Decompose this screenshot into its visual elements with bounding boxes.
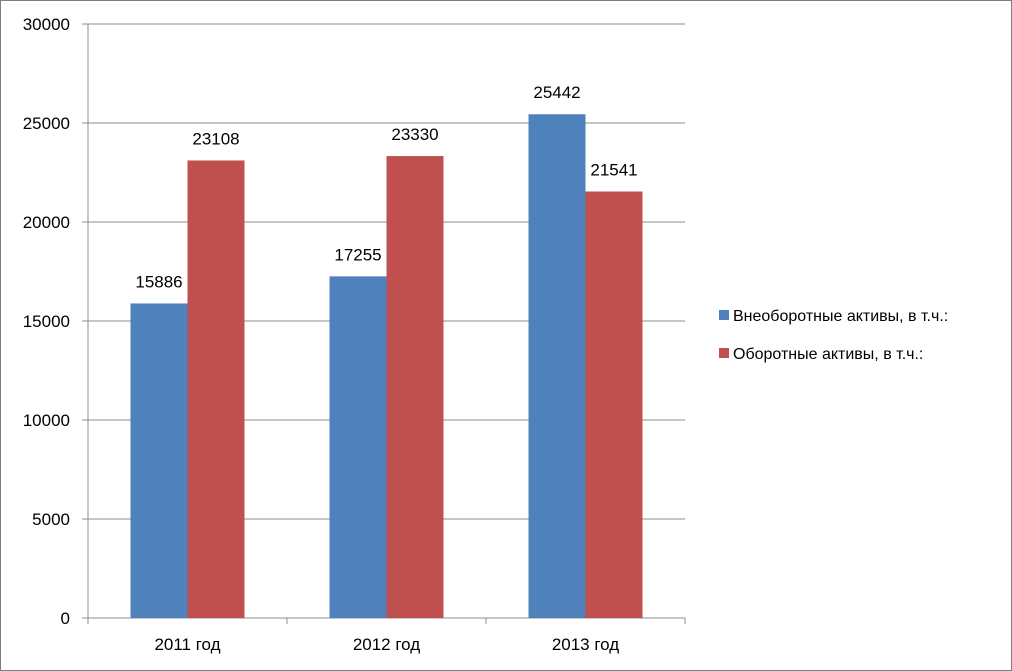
y-tick-label: 30000	[23, 15, 70, 34]
bars	[130, 114, 643, 619]
data-label: 17255	[334, 245, 381, 264]
y-tick-label: 10000	[23, 411, 70, 430]
bar	[585, 191, 643, 618]
x-tick-label: 2011 год	[154, 635, 220, 654]
bar	[130, 303, 188, 618]
y-tick-label: 20000	[23, 213, 70, 232]
legend-swatch	[719, 348, 729, 358]
data-label: 25442	[533, 83, 580, 102]
x-tick-label: 2012 год	[353, 635, 420, 654]
legend-label: Оборотные активы, в т.ч.:	[733, 346, 923, 363]
y-tick-label: 15000	[23, 312, 70, 331]
data-label: 15886	[135, 272, 182, 291]
bar	[528, 114, 586, 618]
data-labels: 15886 17255 25442 23108 23330 21541	[135, 83, 637, 291]
legend-label: Внеоборотные активы, в т.ч.:	[733, 308, 948, 325]
legend: Внеоборотные активы, в т.ч.: Оборотные ак…	[719, 308, 948, 363]
y-tick-label: 25000	[23, 114, 70, 133]
y-tick-label: 0	[61, 609, 70, 628]
data-label: 23330	[391, 125, 438, 144]
x-tick-label: 2013 год	[552, 635, 619, 654]
bar	[329, 276, 387, 618]
y-tick-label: 5000	[32, 510, 70, 529]
data-label: 23108	[192, 129, 239, 148]
legend-swatch	[719, 310, 729, 320]
bar	[187, 160, 245, 618]
data-label: 21541	[590, 160, 637, 179]
bar	[386, 156, 444, 619]
